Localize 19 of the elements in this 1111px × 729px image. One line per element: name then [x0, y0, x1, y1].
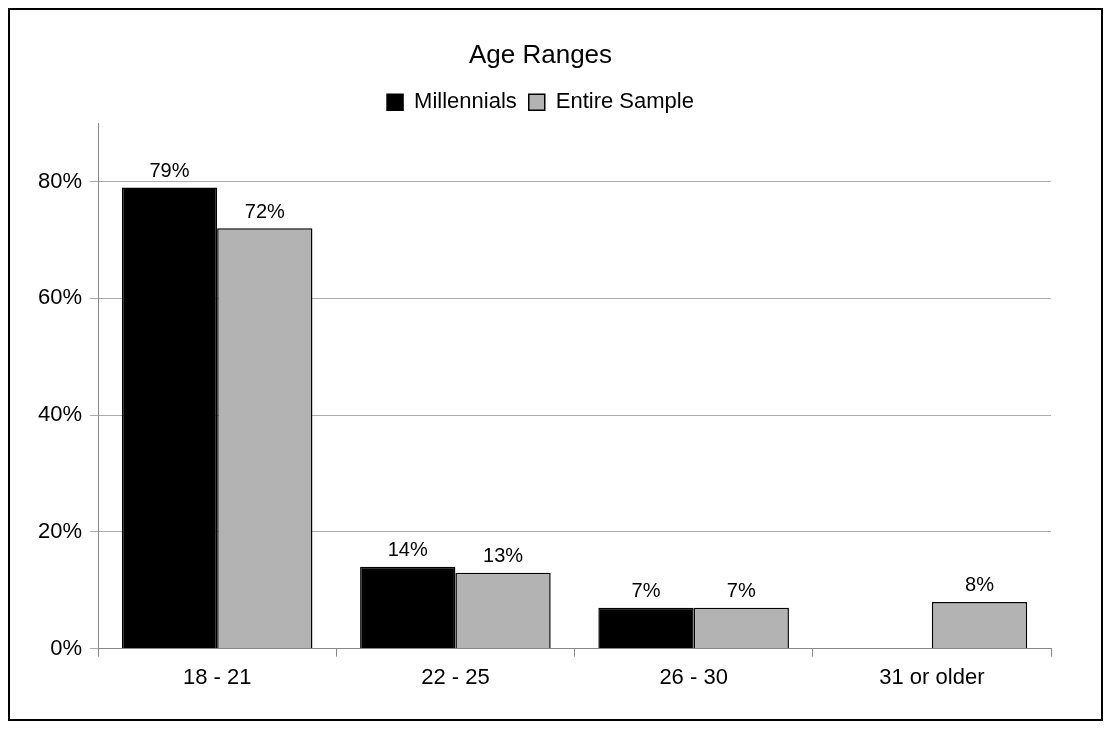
data-label: 7% [631, 579, 661, 602]
legend-label: Entire Sample [555, 88, 694, 114]
data-label: 14% [387, 538, 428, 561]
data-label: 79% [149, 158, 190, 181]
x-tick-label: 18 - 21 [182, 663, 252, 689]
y-tick-label: 40% [37, 401, 83, 427]
x-tick-label: 22 - 25 [421, 663, 490, 689]
y-tick-label: 60% [37, 284, 83, 310]
y-tick-label: 0% [50, 634, 83, 660]
data-label: 13% [483, 544, 524, 567]
legend-label: Millennials [414, 88, 517, 114]
chart-title: Age Ranges [468, 38, 613, 69]
data-label: 72% [244, 199, 286, 222]
x-tick-label: 26 - 30 [659, 663, 728, 689]
data-label: 8% [965, 573, 995, 596]
y-tick-label: 20% [37, 517, 83, 543]
data-label: 7% [726, 579, 756, 602]
x-tick-label: 31 or older [879, 663, 985, 689]
y-tick-label: 80% [37, 167, 83, 193]
